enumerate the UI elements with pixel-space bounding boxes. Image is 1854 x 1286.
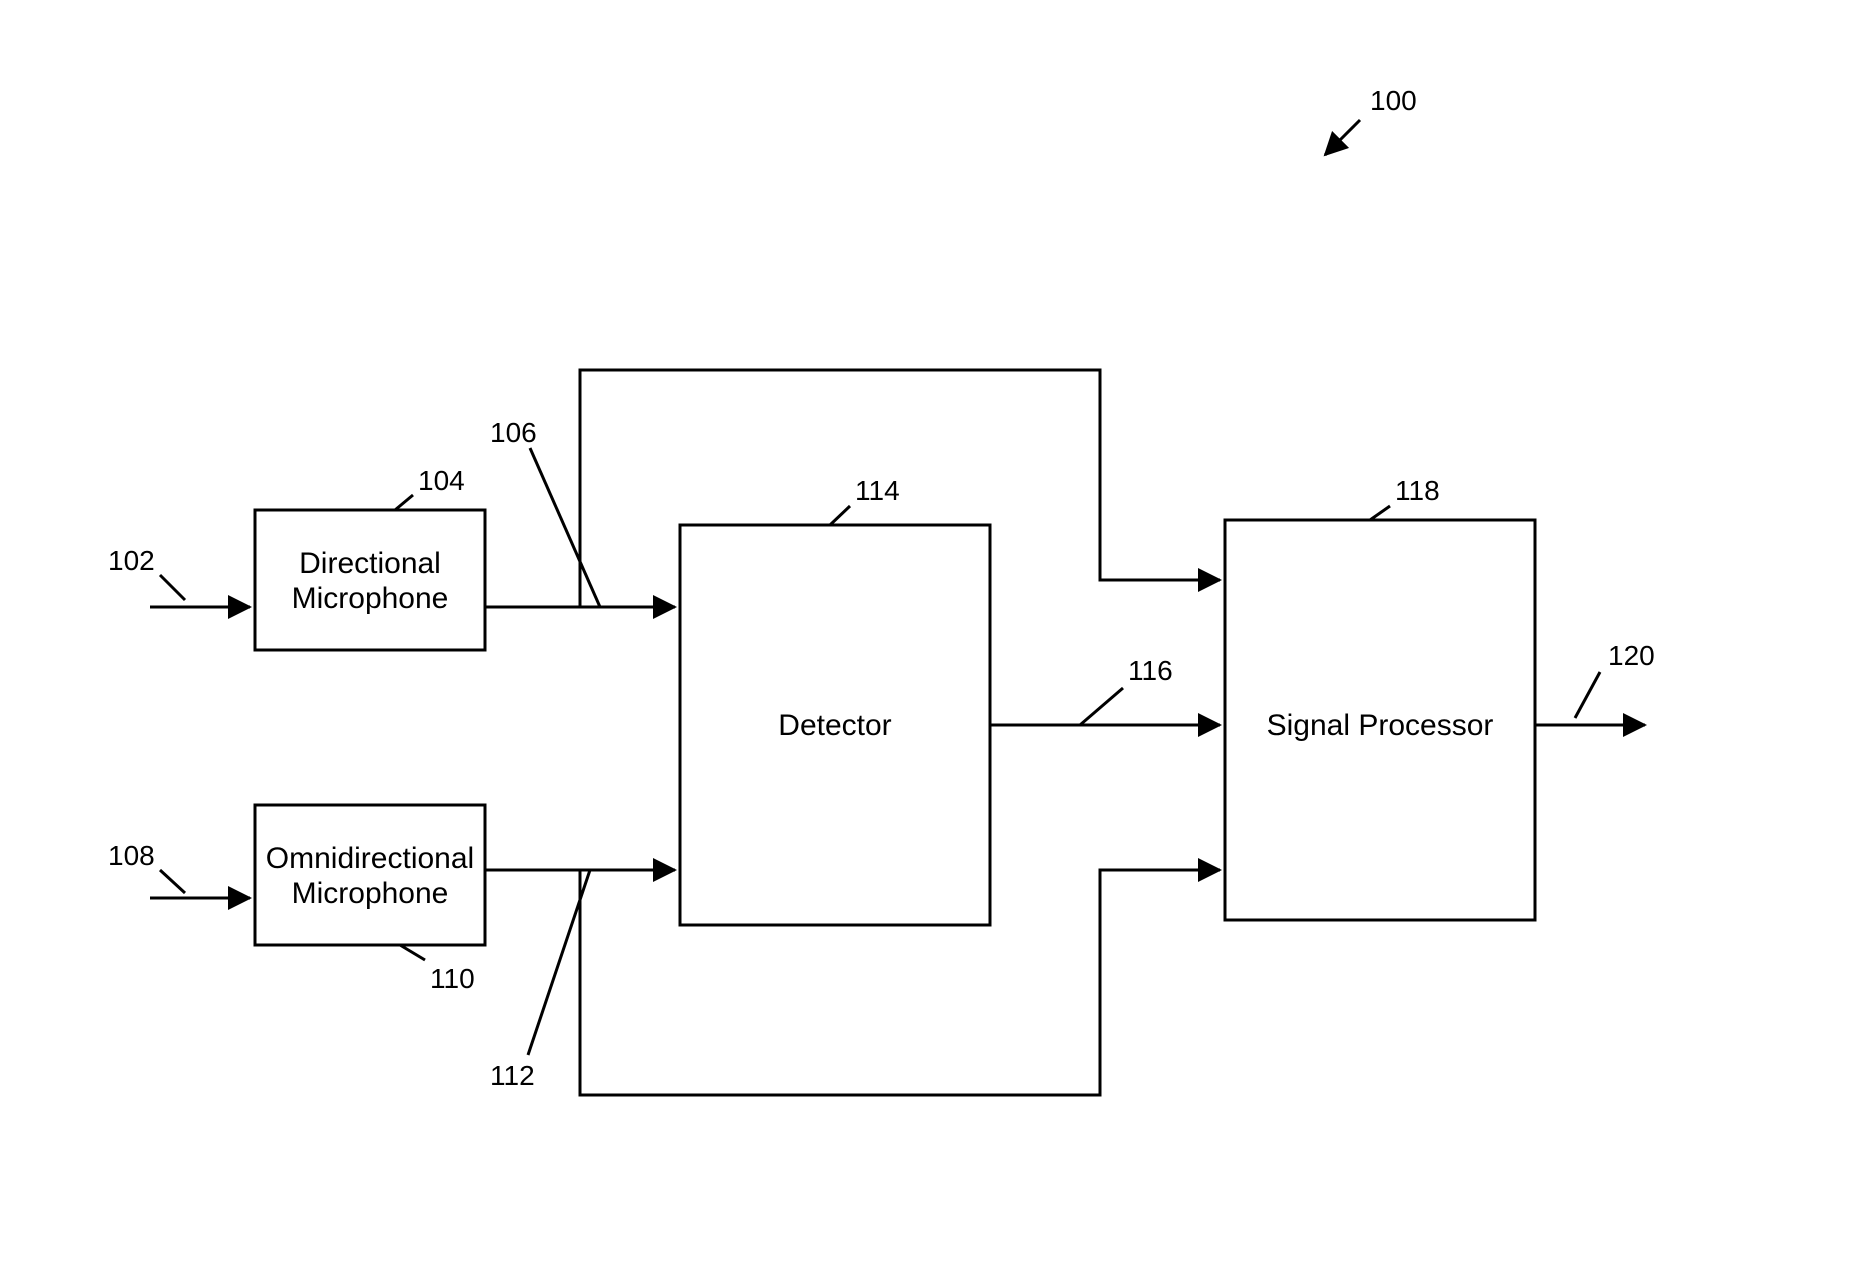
- ptr-102: [160, 575, 185, 600]
- ref-104: 104: [418, 465, 465, 496]
- detector-label: Detector: [778, 709, 891, 742]
- omnidirectional-mic-label-1: Omnidirectional: [266, 842, 474, 875]
- ptr-120: [1575, 672, 1600, 718]
- ref-114: 114: [855, 475, 900, 506]
- ptr-118: [1370, 506, 1390, 520]
- ref-116: 116: [1128, 655, 1173, 686]
- ptr-114: [830, 506, 850, 525]
- ref-112: 112: [490, 1060, 535, 1091]
- ptr-100: [1325, 120, 1360, 155]
- directional-mic-label-2: Microphone: [292, 582, 449, 615]
- ref-120: 120: [1608, 640, 1655, 671]
- ref-118: 118: [1395, 475, 1440, 506]
- ref-108: 108: [108, 840, 155, 871]
- ref-102: 102: [108, 545, 155, 576]
- ptr-104: [395, 495, 413, 510]
- ptr-106: [530, 448, 600, 607]
- ref-106: 106: [490, 417, 537, 448]
- ptr-110: [400, 945, 425, 960]
- ptr-116: [1080, 688, 1123, 725]
- directional-mic-label-1: Directional: [299, 547, 441, 580]
- omnidirectional-mic-label-2: Microphone: [292, 877, 449, 910]
- signal-processor-label: Signal Processor: [1267, 709, 1494, 742]
- directional-mic-block: [255, 510, 485, 650]
- omnidirectional-mic-block: [255, 805, 485, 945]
- ptr-108: [160, 870, 185, 893]
- block-diagram: Directional Microphone Omnidirectional M…: [0, 0, 1854, 1286]
- ref-100: 100: [1370, 85, 1417, 116]
- ref-110: 110: [430, 963, 475, 994]
